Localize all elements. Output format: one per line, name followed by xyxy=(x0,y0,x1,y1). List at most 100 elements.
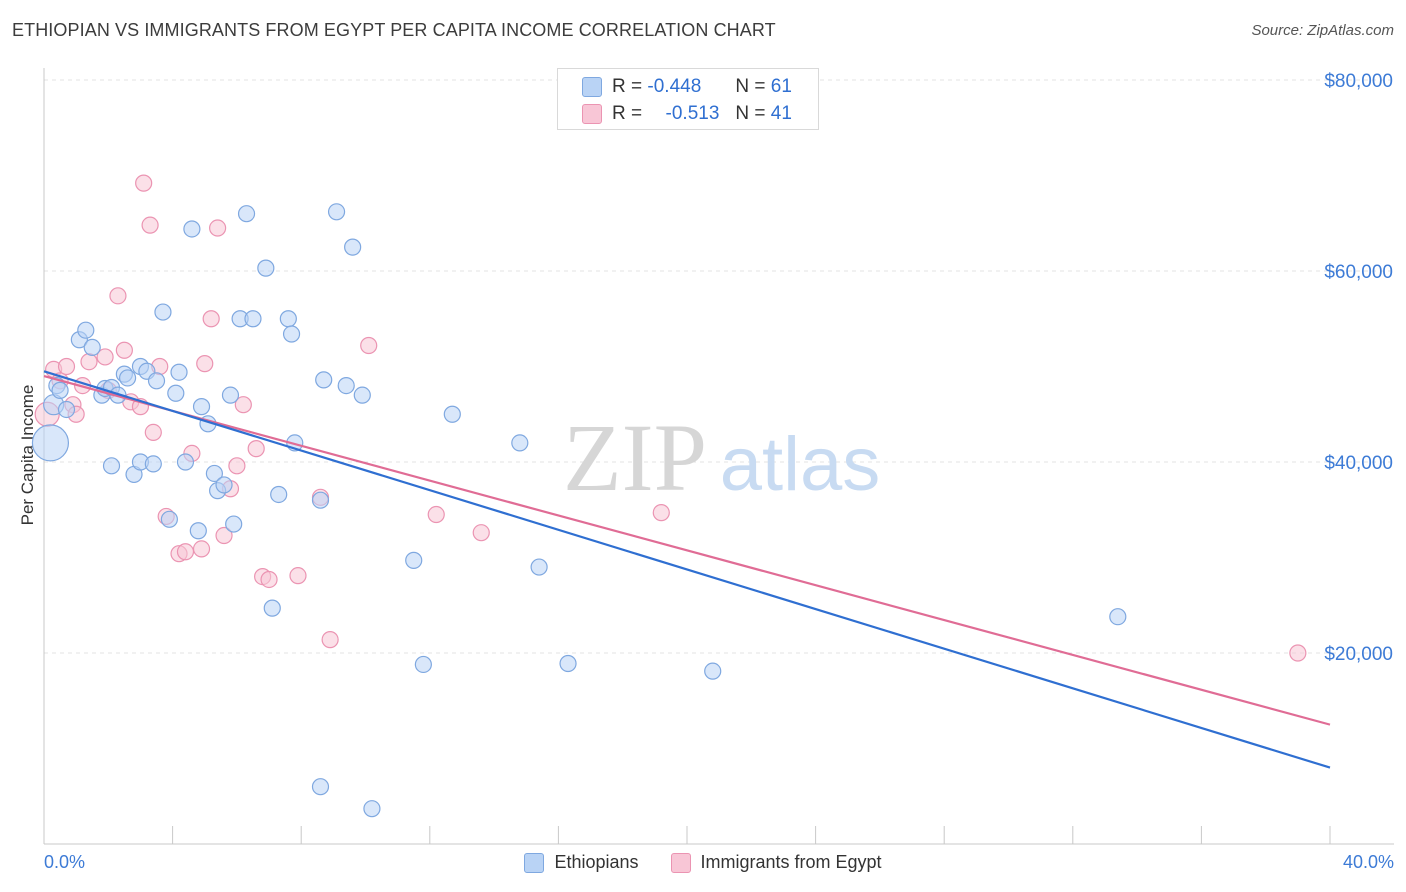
ethiopians-point-3 xyxy=(51,381,69,399)
ethiopians-point-58 xyxy=(704,662,722,680)
egypt-point-32 xyxy=(260,570,278,589)
egypt-point-30 xyxy=(247,440,265,458)
ethiopians-point-11 xyxy=(102,457,121,475)
ethiopians-point-6 xyxy=(77,321,95,339)
y-tick-label-2: $60,000 xyxy=(1324,262,1393,283)
egypt-point-10 xyxy=(109,287,127,305)
ethiopians-point-55 xyxy=(511,434,529,452)
egypt-point-25 xyxy=(209,219,227,237)
ethiopians-point-25 xyxy=(176,453,195,471)
ethiopians-point-46 xyxy=(315,371,333,389)
ethiopians-point-24 xyxy=(170,363,188,381)
egypt-point-22 xyxy=(192,540,211,558)
ethiopians-point-22 xyxy=(160,510,178,528)
egypt-n-value: 41 xyxy=(770,103,792,124)
egypt-swatch xyxy=(582,104,602,124)
ethiopians-point-49 xyxy=(344,238,362,256)
ethiopians-trend-line xyxy=(43,370,1331,769)
ethiopians-swatch xyxy=(582,77,602,97)
egypt-point-33 xyxy=(289,567,307,585)
egypt-point-38 xyxy=(472,524,490,542)
egypt-point-23 xyxy=(196,355,214,373)
egypt-point-15 xyxy=(141,216,159,234)
ethiopians-point-56 xyxy=(530,558,548,576)
ethiopians-point-59 xyxy=(1109,608,1127,626)
ethiopians-point-27 xyxy=(189,522,207,540)
ethiopians-point-41 xyxy=(279,310,297,328)
ethiopians-point-50 xyxy=(353,386,371,404)
ethiopians-point-51 xyxy=(363,800,381,818)
x-tick-label-max: 40.0% xyxy=(1342,852,1394,872)
stats-row-ethiopians: R = -0.448 N = 61 xyxy=(582,75,792,99)
ethiopians-point-44 xyxy=(311,491,330,509)
egypt-point-37 xyxy=(427,505,445,524)
ethiopians-point-23 xyxy=(167,384,185,402)
r-label: R = xyxy=(612,76,643,97)
ethiopians-point-19 xyxy=(144,455,162,473)
egypt-r-value: -0.513 xyxy=(665,103,720,124)
ethiopians-point-38 xyxy=(257,259,275,277)
egypt-point-35 xyxy=(321,631,339,649)
ethiopians-point-40 xyxy=(270,485,288,504)
ethiopians-n-value: 61 xyxy=(770,76,792,97)
n-label: N = xyxy=(735,103,766,124)
legend-label-ethiopians: Ethiopians xyxy=(554,852,639,872)
trend-lines xyxy=(43,370,1331,769)
ethiopians-point-14 xyxy=(118,369,137,387)
watermark-zip: ZIP xyxy=(563,404,707,511)
egypt-point-24 xyxy=(202,310,220,328)
egypt-point-28 xyxy=(228,457,246,475)
egypt-point-29 xyxy=(234,396,252,414)
ethiopians-point-47 xyxy=(327,203,346,221)
r-label: R = xyxy=(612,103,643,124)
ethiopians-point-7 xyxy=(83,338,101,356)
ethiopians-legend-swatch xyxy=(524,852,545,873)
ethiopians-point-37 xyxy=(244,310,262,328)
legend-label-egypt: Immigrants from Egypt xyxy=(700,852,882,872)
ethiopians-r-value: -0.448 xyxy=(647,76,702,97)
ethiopians-point-39 xyxy=(263,599,281,617)
egypt-point-20 xyxy=(176,543,195,561)
legend-item-egypt[interactable]: Immigrants from Egypt xyxy=(670,852,882,873)
ethiopians-point-52 xyxy=(405,551,423,569)
ethiopians-point-48 xyxy=(337,377,355,395)
egypt-point-14 xyxy=(135,174,153,192)
egypt-point-39 xyxy=(652,504,670,522)
ethiopians-point-45 xyxy=(311,778,330,796)
series-legend: Ethiopians Immigrants from Egypt xyxy=(0,852,1406,873)
ethiopians-point-0 xyxy=(31,424,70,462)
ethiopians-point-34 xyxy=(225,515,243,533)
ethiopians-point-4 xyxy=(57,400,76,419)
n-label: N = xyxy=(735,76,766,97)
y-tick-label-0: $20,000 xyxy=(1324,644,1393,665)
stats-row-egypt: R = -0.513 N = 41 xyxy=(582,102,792,126)
ethiopians-point-28 xyxy=(192,398,211,416)
y-tick-label-3: $80,000 xyxy=(1324,71,1393,92)
ethiopians-point-57 xyxy=(559,654,577,673)
egypt-point-40 xyxy=(1289,644,1307,662)
watermark-atlas: atlas xyxy=(720,422,881,507)
ethiopians-point-42 xyxy=(282,325,301,343)
egypt-point-36 xyxy=(360,336,378,355)
egypt-point-16 xyxy=(144,423,162,441)
gridlines xyxy=(44,79,1394,654)
ethiopians-point-26 xyxy=(183,220,201,238)
y-tick-label-1: $40,000 xyxy=(1324,453,1393,474)
ethiopians-point-30 xyxy=(205,464,223,483)
watermark: ZIP atlas xyxy=(563,404,880,511)
egypt-point-7 xyxy=(80,353,98,371)
ethiopians-point-32 xyxy=(215,476,233,494)
egypt-legend-swatch xyxy=(670,852,691,873)
ethiopians-point-53 xyxy=(414,655,432,674)
egypt-point-26 xyxy=(215,526,233,545)
stats-legend: R = -0.448 N = 61 R = -0.513 N = 41 xyxy=(557,68,819,130)
y-tick-labels: $20,000 $40,000 $60,000 $80,000 xyxy=(1324,71,1393,665)
source-label: Source: ZipAtlas.com xyxy=(1251,22,1394,39)
legend-item-ethiopians[interactable]: Ethiopians xyxy=(524,852,639,873)
ethiopians-point-20 xyxy=(147,372,166,390)
ethiopians-point-36 xyxy=(237,205,256,223)
chart-title: ETHIOPIAN VS IMMIGRANTS FROM EGYPT PER C… xyxy=(12,20,776,40)
egypt-trend-line xyxy=(43,374,1331,726)
ethiopians-point-33 xyxy=(221,386,240,404)
